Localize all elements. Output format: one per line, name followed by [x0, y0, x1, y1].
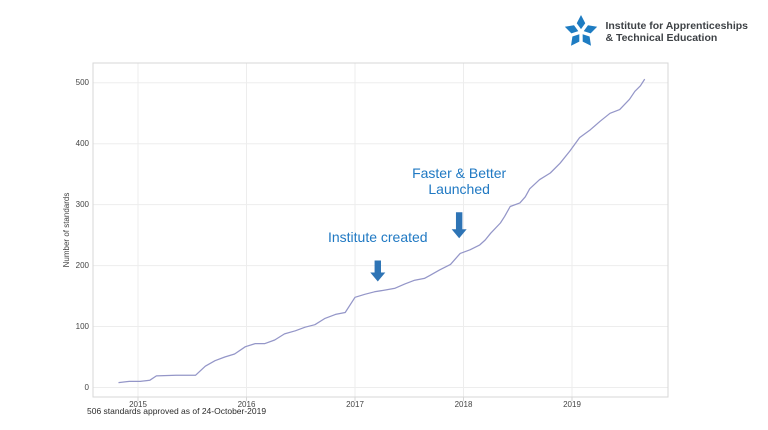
logo-line1: Institute for Apprenticeships: [605, 19, 748, 32]
annotation-arrows: [370, 212, 467, 282]
standards-line-series: [118, 78, 646, 384]
gridlines: [93, 63, 668, 401]
logo: Institute for Apprenticeships & Technica…: [564, 11, 748, 53]
star-petal: [577, 15, 586, 30]
standards-line: [118, 78, 646, 384]
plot-border: [92, 62, 669, 398]
ifate-star-icon: [565, 15, 598, 46]
annotation-arrow-icon: [370, 260, 386, 282]
logo-line2: & Technical Education: [605, 32, 718, 44]
annotation-arrow-icon: [451, 212, 467, 239]
star-petal: [571, 34, 580, 46]
star-petal: [584, 25, 598, 34]
logo-text: Institute for Apprenticeships & Technica…: [605, 20, 748, 45]
star-petal: [565, 25, 579, 34]
star-petal: [583, 34, 592, 46]
